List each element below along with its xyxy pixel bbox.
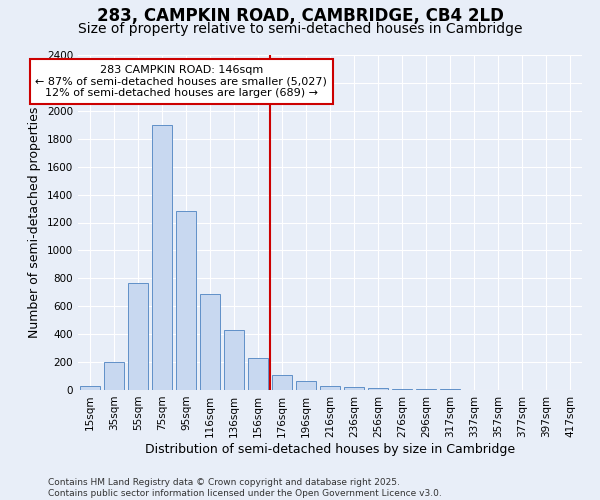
Text: Size of property relative to semi-detached houses in Cambridge: Size of property relative to semi-detach… (78, 22, 522, 36)
Bar (152, 125, 172, 390)
Bar (224, 330, 244, 390)
Bar (104, 362, 124, 390)
Bar (272, 374, 292, 390)
Bar (320, 386, 340, 390)
Bar (200, 294, 220, 390)
Text: Contains HM Land Registry data © Crown copyright and database right 2025.
Contai: Contains HM Land Registry data © Crown c… (48, 478, 442, 498)
X-axis label: Distribution of semi-detached houses by size in Cambridge: Distribution of semi-detached houses by … (145, 442, 515, 456)
Bar (344, 387, 364, 390)
Bar (176, 212, 196, 390)
Bar (80, 386, 100, 390)
Bar (392, 388, 412, 390)
Bar (128, 282, 148, 390)
Text: 283 CAMPKIN ROAD: 146sqm
← 87% of semi-detached houses are smaller (5,027)
12% o: 283 CAMPKIN ROAD: 146sqm ← 87% of semi-d… (35, 65, 327, 98)
Bar (368, 388, 388, 390)
Bar (248, 358, 268, 390)
Bar (296, 381, 316, 390)
Text: 283, CAMPKIN ROAD, CAMBRIDGE, CB4 2LD: 283, CAMPKIN ROAD, CAMBRIDGE, CB4 2LD (97, 8, 503, 26)
Y-axis label: Number of semi-detached properties: Number of semi-detached properties (28, 107, 41, 338)
